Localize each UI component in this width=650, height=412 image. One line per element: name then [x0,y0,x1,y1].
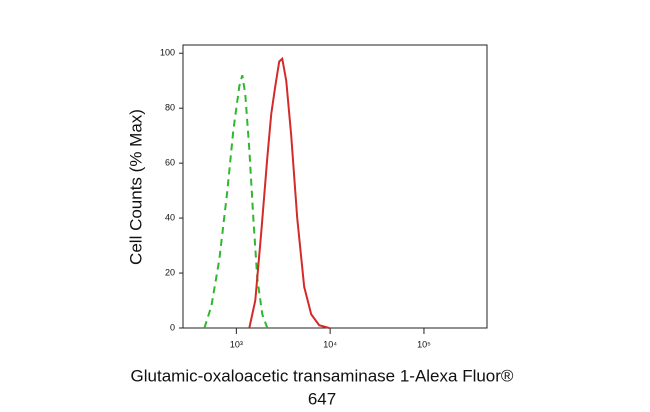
x-axis-label: 647 [308,389,336,408]
y-tick-label: 20 [165,267,175,277]
y-tick-label: 0 [170,322,175,332]
series-line [203,74,269,329]
y-tick-label: 60 [165,158,175,168]
y-tick-label: 100 [160,48,175,58]
x-tick-label: 10³ [230,339,243,349]
y-tick-label: 40 [165,212,175,222]
series-line [248,56,330,329]
plot-frame [182,44,488,329]
y-tick-label: 80 [165,103,175,113]
x-tick-label: 10⁴ [323,339,337,349]
x-axis-label: Glutamic-oxaloacetic transaminase 1-Alex… [131,366,514,385]
y-axis-label: Cell Counts (% Max) [126,109,145,265]
x-tick-label: 10⁵ [417,339,431,349]
